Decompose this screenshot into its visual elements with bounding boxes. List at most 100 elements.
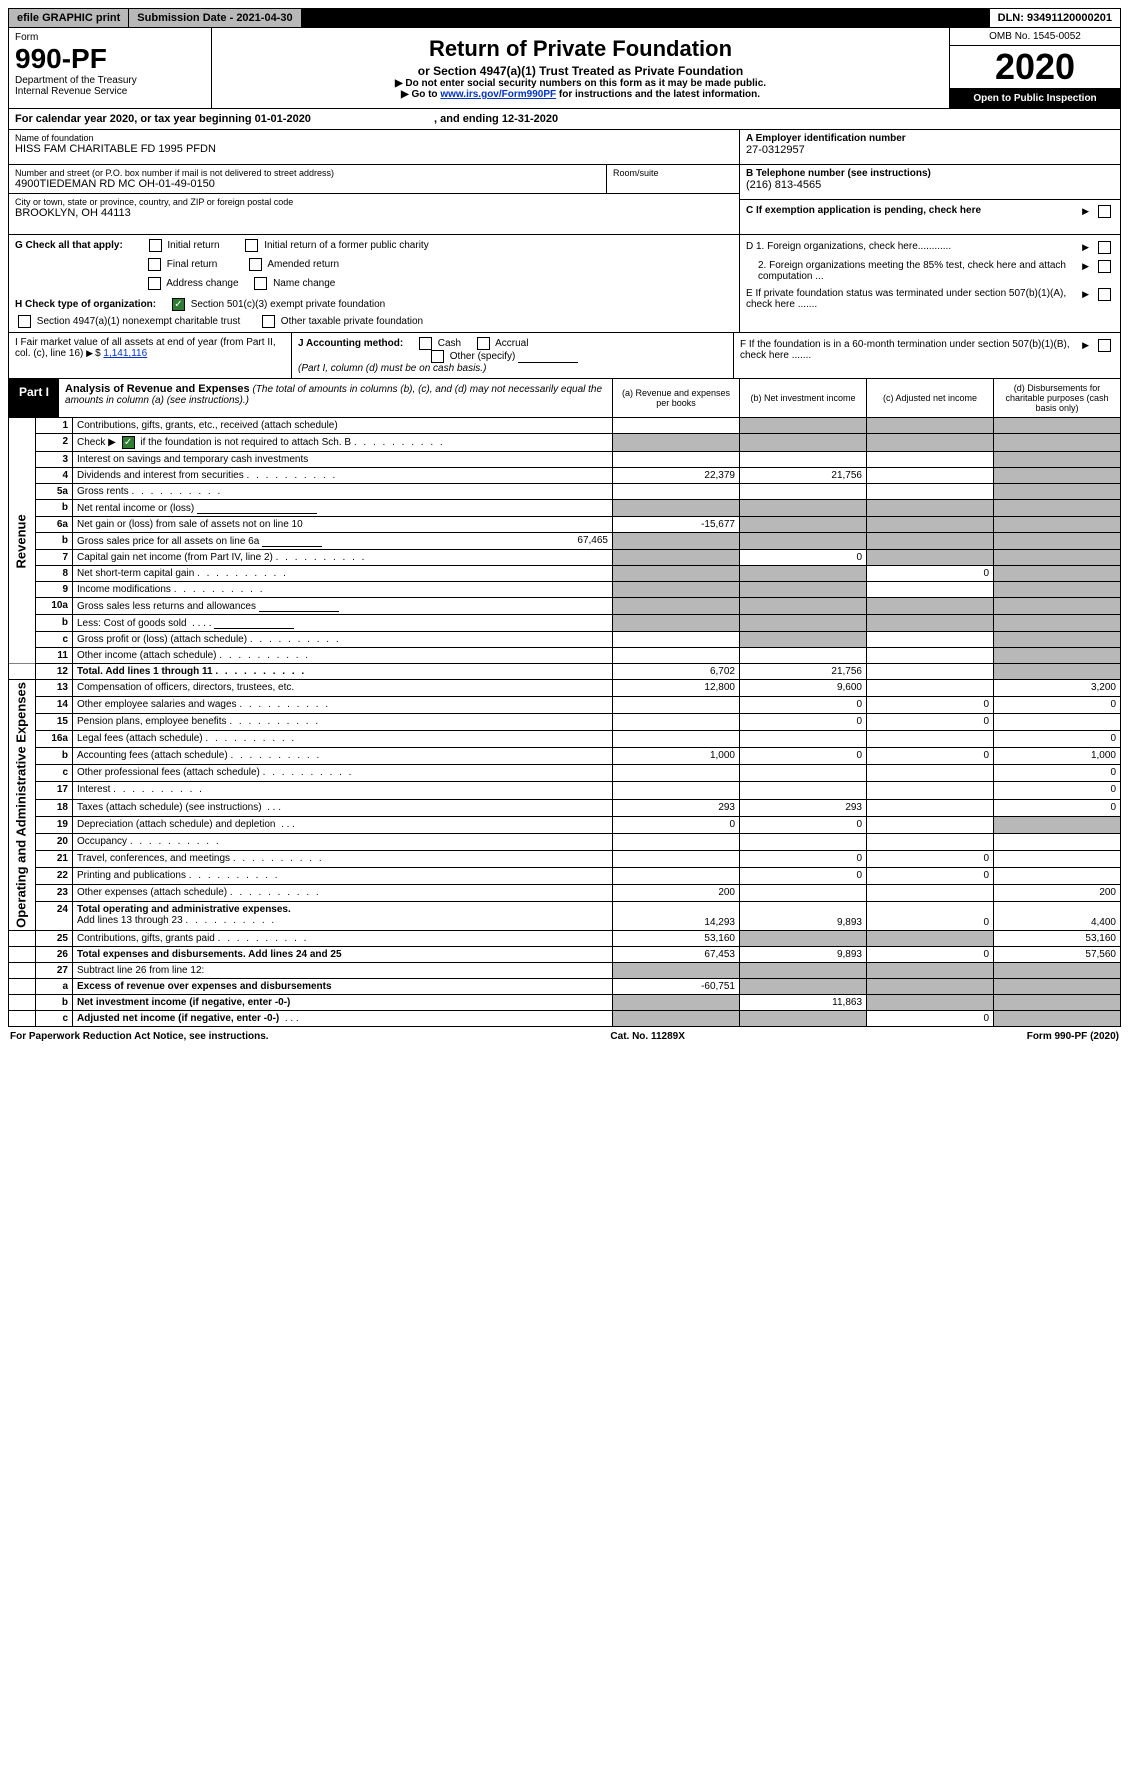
l6b-value: 67,465: [577, 535, 608, 546]
col-d-header: (d) Disbursements for charitable purpose…: [993, 379, 1120, 417]
table-row: cGross profit or (loss) (attach schedule…: [9, 632, 1121, 648]
expenses-section-label: Operating and Administrative Expenses: [9, 680, 36, 931]
h2-label: Section 4947(a)(1) nonexempt charitable …: [37, 316, 240, 327]
cell-value: 293: [740, 799, 867, 816]
line-desc: Gross profit or (loss) (attach schedule): [73, 632, 613, 648]
f-checkbox[interactable]: [1098, 339, 1111, 352]
table-row: 16aLegal fees (attach schedule) 0: [9, 731, 1121, 748]
cell-value: 67,453: [613, 946, 740, 962]
col-b-header: (b) Net investment income: [739, 379, 866, 417]
h1-checkbox[interactable]: [172, 298, 185, 311]
line-desc: Subtract line 26 from line 12:: [73, 962, 613, 978]
cell-value: 0: [867, 867, 994, 884]
d2-checkbox[interactable]: [1098, 260, 1111, 273]
dept-line-2: Internal Revenue Service: [15, 86, 205, 97]
fmv-value[interactable]: 1,141,116: [103, 348, 147, 359]
note-link: ▶ Go to www.irs.gov/Form990PF for instru…: [218, 89, 943, 100]
cell-value: 0: [740, 550, 867, 566]
g2-checkbox[interactable]: [245, 239, 258, 252]
cell-value: 1,000: [994, 748, 1121, 765]
table-row: 2Check ▶ if the foundation is not requir…: [9, 434, 1121, 452]
line-desc: Excess of revenue over expenses and disb…: [73, 978, 613, 994]
cell-value: 0: [867, 1010, 994, 1026]
cell-value: 11,863: [740, 994, 867, 1010]
d1-checkbox[interactable]: [1098, 241, 1111, 254]
table-row: Operating and Administrative Expenses 13…: [9, 680, 1121, 697]
header-right: OMB No. 1545-0052 2020 Open to Public In…: [949, 28, 1120, 108]
footer-mid: Cat. No. 11289X: [610, 1031, 684, 1042]
g1-checkbox[interactable]: [149, 239, 162, 252]
cell-value: 0: [740, 714, 867, 731]
foundation-name: HISS FAM CHARITABLE FD 1995 PFDN: [15, 143, 733, 155]
note-link-pre: ▶ Go to: [401, 89, 440, 100]
cal-end: 12-31-2020: [502, 113, 558, 125]
cell-value: 12,800: [613, 680, 740, 697]
cell-value: 293: [613, 799, 740, 816]
line-desc: Contributions, gifts, grants, etc., rece…: [73, 418, 613, 434]
irs-link[interactable]: www.irs.gov/Form990PF: [440, 89, 556, 100]
line-desc: Net rental income or (loss): [73, 500, 613, 517]
g3-checkbox[interactable]: [148, 258, 161, 271]
efile-label[interactable]: efile GRAPHIC print: [9, 9, 129, 27]
table-row: aExcess of revenue over expenses and dis…: [9, 978, 1121, 994]
f-label: F If the foundation is in a 60-month ter…: [740, 339, 1076, 361]
cell-value: 9,893: [740, 902, 867, 931]
ein-value: 27-0312957: [746, 144, 1114, 156]
part1-label: Part I: [9, 379, 59, 417]
cell-value: 0: [613, 816, 740, 833]
arrow-icon: [1082, 289, 1091, 300]
e-checkbox[interactable]: [1098, 288, 1111, 301]
cell-value: 22,379: [613, 468, 740, 484]
l2-checkbox[interactable]: [122, 436, 135, 449]
cell-value: 200: [994, 884, 1121, 901]
omb-number: OMB No. 1545-0052: [950, 28, 1120, 46]
j-accrual-checkbox[interactable]: [477, 337, 490, 350]
line-desc: Other expenses (attach schedule): [73, 884, 613, 901]
j-label: J Accounting method:: [298, 338, 403, 349]
cell-value: 4,400: [994, 902, 1121, 931]
line-desc: Dividends and interest from securities: [73, 468, 613, 484]
table-row: 20Occupancy: [9, 833, 1121, 850]
col-c-header: (c) Adjusted net income: [866, 379, 993, 417]
h2-checkbox[interactable]: [18, 315, 31, 328]
g4-checkbox[interactable]: [249, 258, 262, 271]
note-link-post: for instructions and the latest informat…: [556, 89, 760, 100]
address-row: Number and street (or P.O. box number if…: [9, 165, 739, 194]
table-row: 15Pension plans, employee benefits 00: [9, 714, 1121, 731]
j-cash-checkbox[interactable]: [419, 337, 432, 350]
table-row: bGross sales price for all assets on lin…: [9, 533, 1121, 550]
h3-checkbox[interactable]: [262, 315, 275, 328]
part1-header: Part I Analysis of Revenue and Expenses …: [8, 379, 1121, 418]
table-row: bLess: Cost of goods sold . . . .: [9, 615, 1121, 632]
cell-value: 0: [867, 748, 994, 765]
table-row: 23Other expenses (attach schedule) 20020…: [9, 884, 1121, 901]
g6-checkbox[interactable]: [254, 277, 267, 290]
cell-value: 21,756: [740, 664, 867, 680]
c-checkbox[interactable]: [1098, 205, 1111, 218]
j-other-checkbox[interactable]: [431, 350, 444, 363]
g-label: G Check all that apply:: [15, 240, 123, 251]
l2-post: if the foundation is not required to att…: [140, 437, 351, 448]
table-row: bNet rental income or (loss): [9, 500, 1121, 517]
cell-value: 0: [867, 714, 994, 731]
room-cell: Room/suite: [606, 165, 739, 193]
form-number: 990-PF: [15, 43, 205, 75]
g5-checkbox[interactable]: [148, 277, 161, 290]
d2-label: 2. Foreign organizations meeting the 85%…: [746, 260, 1076, 282]
j-other-input[interactable]: [518, 351, 578, 363]
check-section: G Check all that apply: Initial return I…: [8, 235, 1121, 333]
cell-value: 0: [994, 765, 1121, 782]
submission-date: Submission Date - 2021-04-30: [129, 9, 301, 27]
line-desc: Adjusted net income (if negative, enter …: [73, 1010, 613, 1026]
tel-label: B Telephone number (see instructions): [746, 168, 1114, 179]
cell-value: 0: [867, 902, 994, 931]
fmv-right: F If the foundation is in a 60-month ter…: [734, 333, 1120, 378]
line-desc: Net short-term capital gain: [73, 566, 613, 582]
table-row: 18Taxes (attach schedule) (see instructi…: [9, 799, 1121, 816]
room-label: Room/suite: [613, 168, 733, 178]
part1-title-cell: Analysis of Revenue and Expenses (The to…: [59, 379, 612, 417]
g5-label: Address change: [166, 278, 238, 289]
info-grid: Name of foundation HISS FAM CHARITABLE F…: [8, 130, 1121, 235]
line-desc: Net investment income (if negative, ente…: [73, 994, 613, 1010]
foundation-name-cell: Name of foundation HISS FAM CHARITABLE F…: [9, 130, 739, 165]
